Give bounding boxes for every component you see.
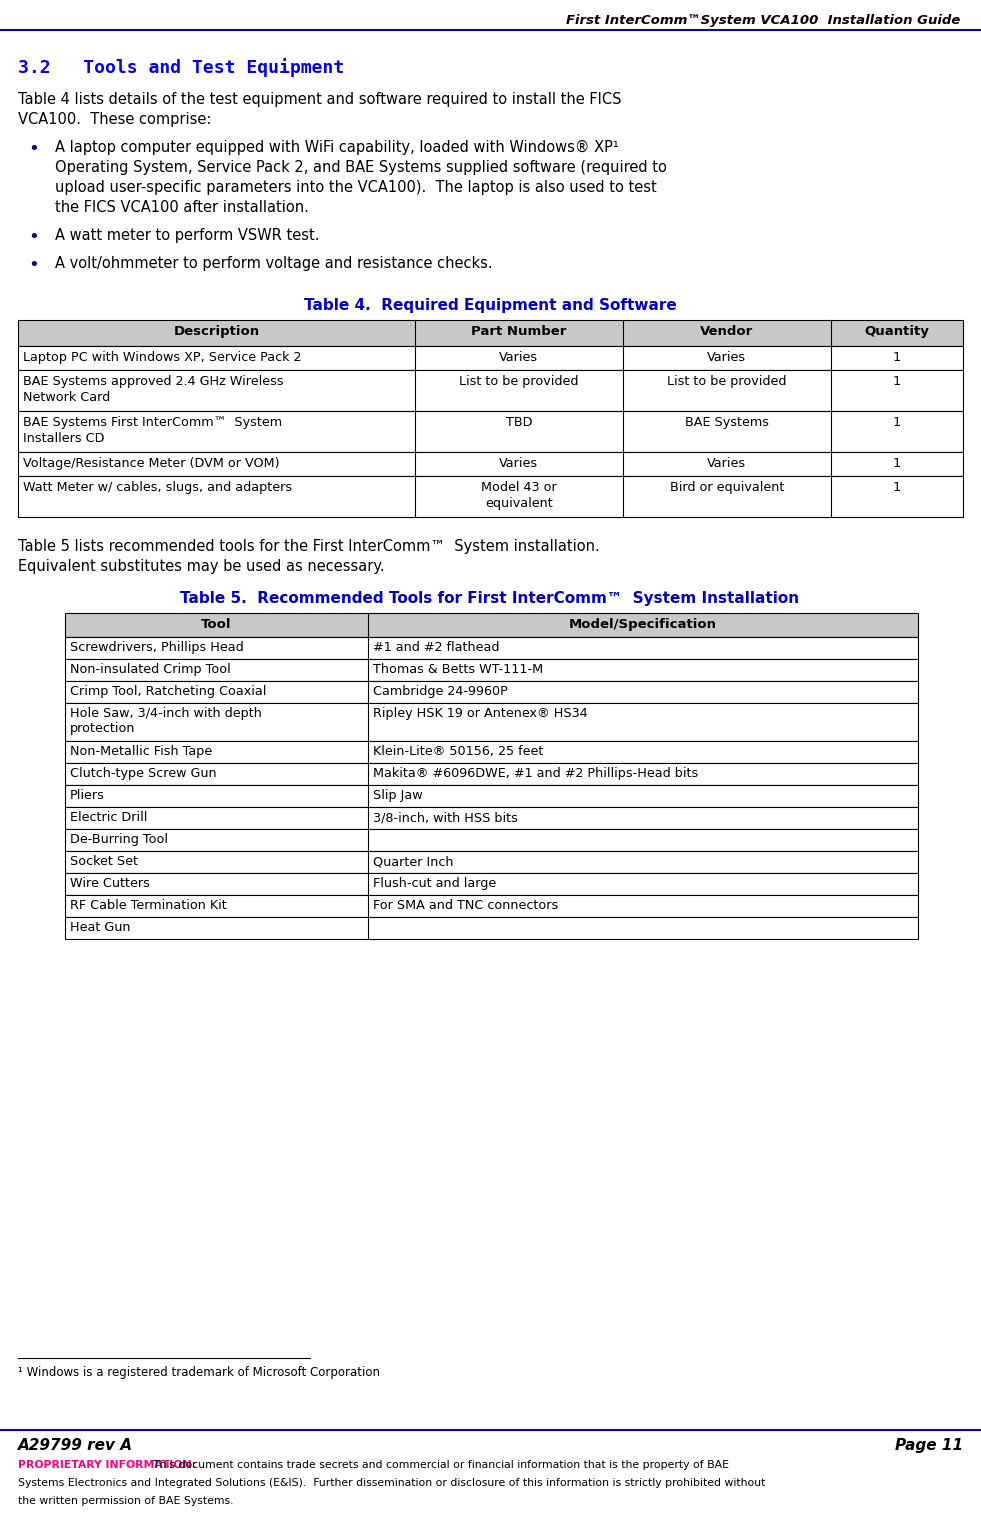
- Text: 3/8-inch, with HSS bits: 3/8-inch, with HSS bits: [373, 811, 518, 825]
- Text: Makita® #6096DWE, #1 and #2 Phillips-Head bits: Makita® #6096DWE, #1 and #2 Phillips-Hea…: [373, 767, 698, 780]
- Text: the FICS VCA100 after installation.: the FICS VCA100 after installation.: [55, 200, 309, 216]
- Text: Watt Meter w/ cables, slugs, and adapters: Watt Meter w/ cables, slugs, and adapter…: [23, 480, 292, 494]
- Bar: [65, 874, 918, 895]
- Text: Cambridge 24-9960P: Cambridge 24-9960P: [373, 685, 508, 698]
- Bar: [65, 614, 918, 636]
- Text: upload user-specific parameters into the VCA100).  The laptop is also used to te: upload user-specific parameters into the…: [55, 181, 656, 194]
- Text: BAE Systems approved 2.4 GHz Wireless: BAE Systems approved 2.4 GHz Wireless: [23, 375, 284, 389]
- Text: Equivalent substitutes may be used as necessary.: Equivalent substitutes may be used as ne…: [18, 558, 385, 574]
- Bar: [18, 412, 963, 451]
- Text: List to be provided: List to be provided: [667, 375, 787, 389]
- Text: #1 and #2 flathead: #1 and #2 flathead: [373, 641, 499, 653]
- Text: Quantity: Quantity: [864, 324, 929, 338]
- Text: Varies: Varies: [707, 350, 747, 364]
- Text: Varies: Varies: [499, 457, 539, 470]
- Text: BAE Systems First InterComm™  System: BAE Systems First InterComm™ System: [23, 416, 283, 428]
- Text: ¹ Windows is a registered trademark of Microsoft Corporation: ¹ Windows is a registered trademark of M…: [18, 1366, 380, 1379]
- Text: Screwdrivers, Phillips Head: Screwdrivers, Phillips Head: [70, 641, 243, 653]
- Text: VCA100.  These comprise:: VCA100. These comprise:: [18, 112, 211, 127]
- Text: Hole Saw, 3/4-inch with depth: Hole Saw, 3/4-inch with depth: [70, 707, 262, 721]
- Bar: [65, 829, 918, 851]
- Text: Table 5.  Recommended Tools for First InterComm™  System Installation: Table 5. Recommended Tools for First Int…: [181, 591, 800, 606]
- Text: 1: 1: [893, 416, 901, 428]
- Text: •: •: [28, 141, 39, 158]
- Bar: [18, 346, 963, 370]
- Text: A29799 rev A: A29799 rev A: [18, 1438, 133, 1453]
- Text: Part Number: Part Number: [471, 324, 567, 338]
- Text: Laptop PC with Windows XP, Service Pack 2: Laptop PC with Windows XP, Service Pack …: [23, 350, 301, 364]
- Text: Electric Drill: Electric Drill: [70, 811, 147, 825]
- Bar: [65, 763, 918, 785]
- Text: Ripley HSK 19 or Antenex® HS34: Ripley HSK 19 or Antenex® HS34: [373, 707, 588, 721]
- Text: This document contains trade secrets and commercial or financial information tha: This document contains trade secrets and…: [146, 1460, 730, 1470]
- Bar: [65, 681, 918, 702]
- Text: Non-Metallic Fish Tape: Non-Metallic Fish Tape: [70, 745, 212, 757]
- Text: Tool: Tool: [201, 618, 232, 630]
- Bar: [65, 806, 918, 829]
- Text: List to be provided: List to be provided: [459, 375, 579, 389]
- Text: Model/Specification: Model/Specification: [569, 618, 717, 630]
- Bar: [65, 785, 918, 806]
- Text: Crimp Tool, Ratcheting Coaxial: Crimp Tool, Ratcheting Coaxial: [70, 685, 267, 698]
- Text: Non-insulated Crimp Tool: Non-insulated Crimp Tool: [70, 662, 231, 676]
- Text: 3.2   Tools and Test Equipment: 3.2 Tools and Test Equipment: [18, 58, 344, 76]
- Bar: [18, 451, 963, 476]
- Text: Installers CD: Installers CD: [23, 431, 105, 445]
- Text: Clutch-type Screw Gun: Clutch-type Screw Gun: [70, 767, 217, 780]
- Text: Operating System, Service Pack 2, and BAE Systems supplied software (required to: Operating System, Service Pack 2, and BA…: [55, 161, 667, 174]
- Text: Table 4.  Required Equipment and Software: Table 4. Required Equipment and Software: [304, 298, 676, 314]
- Bar: [65, 702, 918, 741]
- Text: A volt/ohmmeter to perform voltage and resistance checks.: A volt/ohmmeter to perform voltage and r…: [55, 256, 492, 271]
- Text: Page 11: Page 11: [895, 1438, 963, 1453]
- Text: Quarter Inch: Quarter Inch: [373, 855, 453, 868]
- Text: •: •: [28, 256, 39, 274]
- Text: 1: 1: [893, 457, 901, 470]
- Text: Vendor: Vendor: [700, 324, 753, 338]
- Text: Slip Jaw: Slip Jaw: [373, 789, 423, 802]
- Text: protection: protection: [70, 722, 135, 734]
- Bar: [65, 895, 918, 916]
- Bar: [65, 741, 918, 763]
- Bar: [65, 851, 918, 874]
- Text: Systems Electronics and Integrated Solutions (E&IS).  Further dissemination or d: Systems Electronics and Integrated Solut…: [18, 1478, 765, 1489]
- Bar: [18, 320, 963, 346]
- Bar: [65, 916, 918, 939]
- Text: For SMA and TNC connectors: For SMA and TNC connectors: [373, 900, 558, 912]
- Text: RF Cable Termination Kit: RF Cable Termination Kit: [70, 900, 227, 912]
- Text: Pliers: Pliers: [70, 789, 105, 802]
- Text: Table 5 lists recommended tools for the First InterComm™  System installation.: Table 5 lists recommended tools for the …: [18, 539, 599, 554]
- Text: TBD: TBD: [505, 416, 532, 428]
- Text: Table 4 lists details of the test equipment and software required to install the: Table 4 lists details of the test equipm…: [18, 92, 622, 107]
- Text: Wire Cutters: Wire Cutters: [70, 877, 150, 890]
- Text: Description: Description: [174, 324, 260, 338]
- Text: PROPRIETARY INFORMATION:: PROPRIETARY INFORMATION:: [18, 1460, 196, 1470]
- Text: the written permission of BAE Systems.: the written permission of BAE Systems.: [18, 1496, 233, 1506]
- Text: Heat Gun: Heat Gun: [70, 921, 130, 933]
- Text: 1: 1: [893, 350, 901, 364]
- Bar: [65, 636, 918, 659]
- Text: Socket Set: Socket Set: [70, 855, 138, 868]
- Text: BAE Systems: BAE Systems: [685, 416, 769, 428]
- Bar: [18, 476, 963, 517]
- Text: Klein-Lite® 50156, 25 feet: Klein-Lite® 50156, 25 feet: [373, 745, 543, 757]
- Text: A watt meter to perform VSWR test.: A watt meter to perform VSWR test.: [55, 228, 320, 243]
- Bar: [65, 659, 918, 681]
- Text: Voltage/Resistance Meter (DVM or VOM): Voltage/Resistance Meter (DVM or VOM): [23, 457, 280, 470]
- Text: 1: 1: [893, 480, 901, 494]
- Text: Network Card: Network Card: [23, 392, 110, 404]
- Text: Model 43 or: Model 43 or: [481, 480, 557, 494]
- Text: First InterComm™System VCA100  Installation Guide: First InterComm™System VCA100 Installati…: [566, 14, 960, 28]
- Text: Thomas & Betts WT-111-M: Thomas & Betts WT-111-M: [373, 662, 542, 676]
- Text: •: •: [28, 228, 39, 246]
- Text: Varies: Varies: [707, 457, 747, 470]
- Text: Varies: Varies: [499, 350, 539, 364]
- Text: A laptop computer equipped with WiFi capability, loaded with Windows® XP¹: A laptop computer equipped with WiFi cap…: [55, 141, 619, 155]
- Text: equivalent: equivalent: [485, 497, 552, 509]
- Bar: [18, 370, 963, 412]
- Text: De-Burring Tool: De-Burring Tool: [70, 832, 168, 846]
- Text: Bird or equivalent: Bird or equivalent: [670, 480, 784, 494]
- Text: Flush-cut and large: Flush-cut and large: [373, 877, 496, 890]
- Text: 1: 1: [893, 375, 901, 389]
